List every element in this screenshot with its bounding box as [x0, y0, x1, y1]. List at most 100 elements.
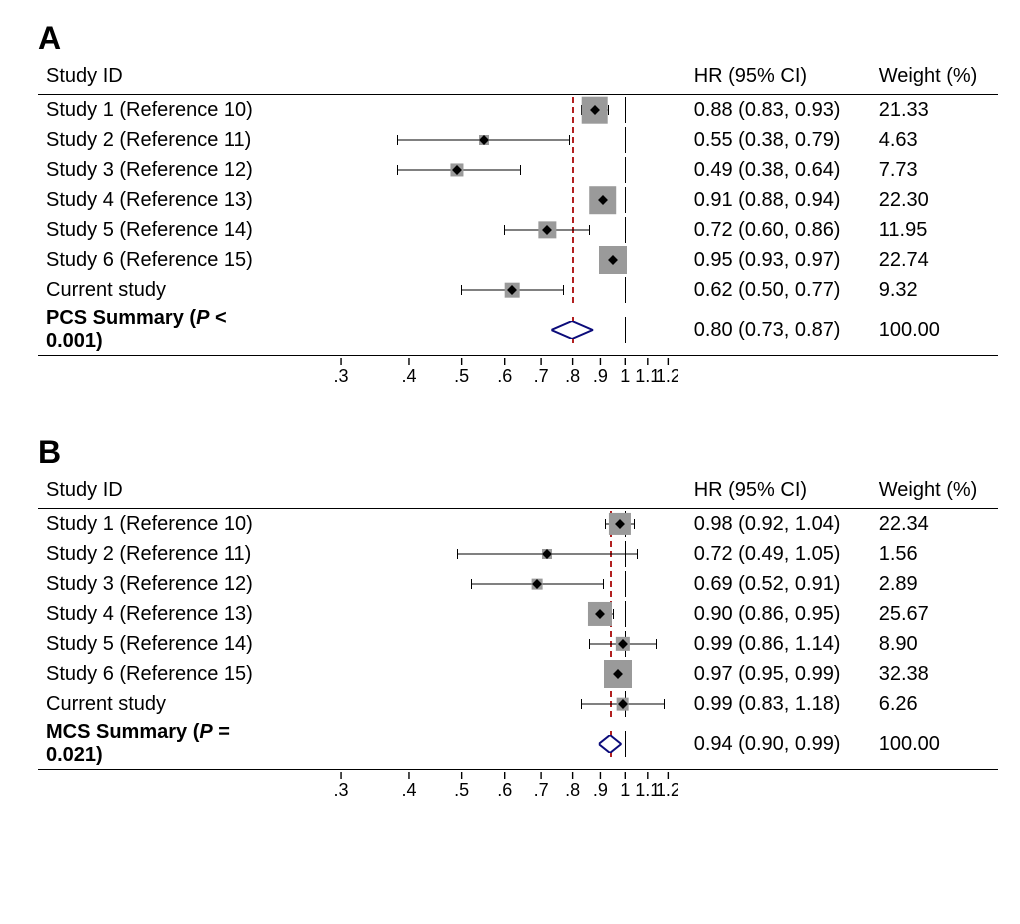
study-label: Study 5 (Reference 14)	[38, 629, 290, 659]
col-header-hr: HR (95% CI)	[686, 61, 871, 95]
ci-cap	[605, 519, 606, 529]
summary-label: MCS Summary (P = 0.021)	[38, 719, 290, 770]
study-label: Study 3 (Reference 12)	[38, 569, 290, 599]
study-label: Study 1 (Reference 10)	[38, 509, 290, 540]
axis-row: .3.4.5.6.7.8.911.11.2	[38, 770, 998, 809]
col-header-weight: Weight (%)	[871, 61, 998, 95]
ci-cap	[656, 639, 657, 649]
null-line	[625, 277, 626, 303]
svg-text:1.2: 1.2	[656, 366, 678, 386]
table-row: Study 4 (Reference 13)0.91 (0.88, 0.94)2…	[38, 185, 998, 215]
forest-plot-cell	[290, 155, 686, 185]
forest-plot-cell	[290, 659, 686, 689]
ci-cap	[461, 285, 462, 295]
hr-value: 0.90 (0.86, 0.95)	[686, 599, 871, 629]
svg-text:.6: .6	[497, 366, 512, 386]
study-label: Study 3 (Reference 12)	[38, 155, 290, 185]
svg-text:.3: .3	[333, 780, 348, 800]
hr-value: 0.69 (0.52, 0.91)	[686, 569, 871, 599]
pooled-line	[572, 157, 574, 183]
hr-value: 0.72 (0.60, 0.86)	[686, 215, 871, 245]
col-header-plot	[290, 61, 686, 95]
ci-cap	[589, 225, 590, 235]
forest-plot-cell	[290, 185, 686, 215]
hr-value: 0.97 (0.95, 0.99)	[686, 659, 871, 689]
col-header-hr: HR (95% CI)	[686, 475, 871, 509]
weight-value: 1.56	[871, 539, 998, 569]
ci-cap	[581, 699, 582, 709]
forest-plot-cell	[290, 629, 686, 659]
null-line	[625, 217, 626, 243]
forest-panel-A: AStudy IDHR (95% CI)Weight (%)Study 1 (R…	[20, 20, 1000, 394]
weight-value: 4.63	[871, 125, 998, 155]
ci-cap	[504, 225, 505, 235]
pooled-line	[610, 571, 612, 597]
study-label: Current study	[38, 689, 290, 719]
summary-label-prefix: MCS Summary (	[46, 721, 199, 743]
svg-text:.9: .9	[593, 366, 608, 386]
table-row: Study 6 (Reference 15)0.97 (0.95, 0.99)3…	[38, 659, 998, 689]
summary-row: PCS Summary (P < 0.001)0.80 (0.73, 0.87)…	[38, 305, 998, 356]
col-header-study: Study ID	[38, 61, 290, 95]
ci-cap	[603, 579, 604, 589]
hr-value: 0.62 (0.50, 0.77)	[686, 275, 871, 305]
pooled-line	[572, 97, 574, 123]
svg-text:.5: .5	[454, 366, 469, 386]
weight-value: 25.67	[871, 599, 998, 629]
summary-label-prefix: PCS Summary (	[46, 307, 196, 329]
panel-letter: B	[38, 434, 1000, 471]
study-label: Current study	[38, 275, 290, 305]
weight-value: 22.30	[871, 185, 998, 215]
weight-value: 22.74	[871, 245, 998, 275]
study-label: Study 4 (Reference 13)	[38, 599, 290, 629]
study-label: Study 5 (Reference 14)	[38, 215, 290, 245]
forest-table: Study IDHR (95% CI)Weight (%)Study 1 (Re…	[38, 475, 998, 808]
weight-value: 8.90	[871, 629, 998, 659]
null-line	[625, 601, 626, 627]
col-header-plot	[290, 475, 686, 509]
ci-cap	[397, 165, 398, 175]
summary-hr-value: 0.80 (0.73, 0.87)	[686, 305, 871, 356]
axis-row: .3.4.5.6.7.8.911.11.2	[38, 356, 998, 395]
null-line	[625, 127, 626, 153]
weight-value: 22.34	[871, 509, 998, 540]
axis-cell: .3.4.5.6.7.8.911.11.2	[290, 770, 686, 809]
table-row: Study 3 (Reference 12) 0.69 (0.52, 0.91)2…	[38, 569, 998, 599]
pooled-line	[572, 277, 574, 303]
svg-text:1.2: 1.2	[656, 780, 678, 800]
ci-cap	[569, 135, 570, 145]
hr-value: 0.98 (0.92, 1.04)	[686, 509, 871, 540]
summary-label-pvar: P	[196, 307, 209, 329]
null-line	[625, 571, 626, 597]
forest-plot-cell	[290, 125, 686, 155]
svg-text:1: 1	[620, 366, 630, 386]
summary-diamond	[599, 735, 622, 753]
forest-panel-B: B Study IDHR (95% CI)Weight (%)Study 1 (R…	[20, 434, 1000, 808]
summary-weight-value: 100.00	[871, 719, 998, 770]
ci-cap	[520, 165, 521, 175]
table-row: Study 5 (Reference 14)0.99 (0.86, 1.14)8…	[38, 629, 998, 659]
null-line	[625, 157, 626, 183]
ci-cap	[589, 639, 590, 649]
weight-value: 11.95	[871, 215, 998, 245]
null-line	[625, 187, 626, 213]
ci-cap	[634, 519, 635, 529]
hr-value: 0.91 (0.88, 0.94)	[686, 185, 871, 215]
forest-plot-cell	[290, 689, 686, 719]
svg-text:.5: .5	[454, 780, 469, 800]
forest-plot-cell	[290, 275, 686, 305]
forest-plot-cell	[290, 599, 686, 629]
table-row: Study 1 (Reference 10)0.88 (0.83, 0.93)2…	[38, 95, 998, 126]
forest-plot-cell	[290, 215, 686, 245]
ci-cap	[637, 549, 638, 559]
weight-value: 2.89	[871, 569, 998, 599]
ci-cap	[397, 135, 398, 145]
forest-plot-cell	[290, 509, 686, 540]
svg-text:.4: .4	[401, 780, 416, 800]
summary-weight-value: 100.00	[871, 305, 998, 356]
svg-text:.7: .7	[533, 780, 548, 800]
forest-plot-cell	[290, 569, 686, 599]
pooled-line	[572, 127, 574, 153]
study-label: Study 2 (Reference 11)	[38, 539, 290, 569]
weight-value: 7.73	[871, 155, 998, 185]
